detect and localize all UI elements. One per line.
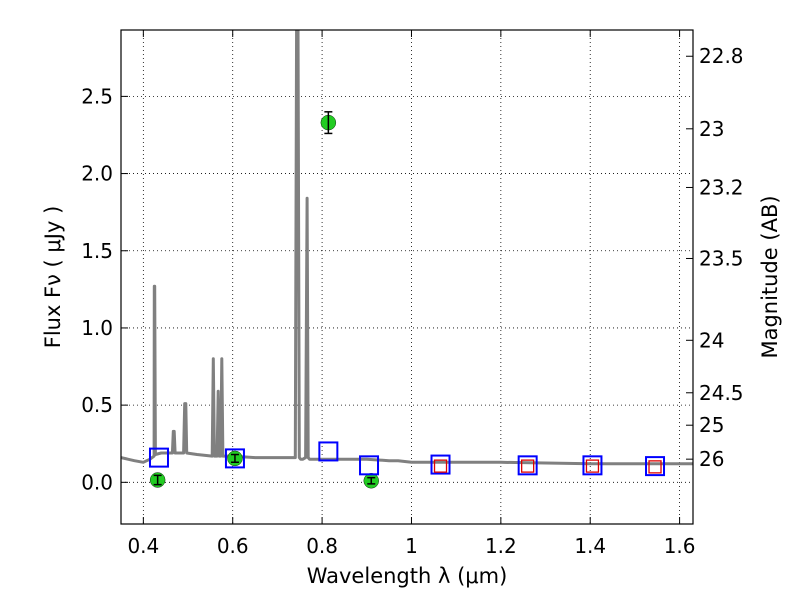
plot-frame (120, 29, 694, 525)
y-tick-label: 2.0 (81, 162, 113, 186)
y-tick-label: 2.5 (81, 84, 113, 108)
data-layer (121, 30, 693, 489)
right-tick-label: 26 (699, 447, 724, 471)
x-tick-label: 0.8 (306, 534, 338, 558)
spectrum-line (121, 30, 693, 466)
y-tick-label: 1.0 (81, 316, 113, 340)
model-square-blue (224, 448, 245, 469)
model-square-blue (645, 456, 666, 477)
right-tick-label: 24.5 (699, 381, 744, 405)
grid-lines (121, 30, 693, 524)
x-axis-label: Wavelength λ (μm) (307, 564, 508, 588)
x-tick-label: 0.4 (127, 534, 159, 558)
axis-ticks: 0.4 0.6 0.8 1 1.2 1.4 1.6 0.0 0.5 1.0 1.5 2.0 2.5 22.… (81, 30, 744, 558)
model-square-blue (148, 447, 169, 468)
y-axis-label: Flux Fν ( μJy ) (41, 206, 65, 349)
right-tick-label: 23.2 (699, 175, 744, 199)
right-axis-label: Magnitude (AB) (758, 195, 782, 358)
model-square-blue (430, 454, 451, 475)
model-square-blue (359, 455, 380, 476)
model-square-blue (517, 455, 538, 476)
model-square-red (521, 459, 535, 473)
x-tick-label: 0.6 (217, 534, 249, 558)
y-tick-label: 1.5 (81, 239, 113, 263)
plot-area (121, 30, 693, 524)
right-tick-label: 22.8 (699, 44, 744, 68)
y-tick-label: 0.5 (81, 393, 113, 417)
right-tick-label: 24 (699, 328, 724, 352)
x-tick-label: 1.4 (574, 534, 606, 558)
x-tick-label: 1.6 (664, 534, 696, 558)
model-square-blue (318, 441, 339, 462)
model-square-red (585, 459, 600, 473)
model-square-blue (582, 455, 603, 476)
x-tick-label: 1 (405, 534, 418, 558)
x-tick-label: 1.2 (485, 534, 517, 558)
right-tick-label: 23.5 (699, 246, 744, 270)
model-square-red (648, 460, 662, 474)
right-tick-label: 25 (699, 413, 724, 437)
model-square-red (433, 459, 448, 473)
right-tick-label: 23 (699, 117, 724, 141)
y-tick-label: 0.0 (81, 470, 113, 494)
